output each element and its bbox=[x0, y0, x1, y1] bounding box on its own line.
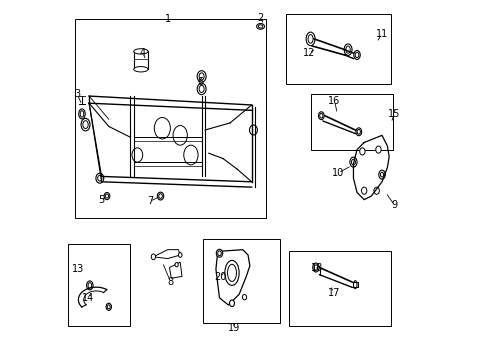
Ellipse shape bbox=[345, 46, 349, 53]
Ellipse shape bbox=[79, 109, 85, 119]
Text: 18: 18 bbox=[310, 262, 323, 273]
Ellipse shape bbox=[256, 23, 264, 29]
Bar bbox=[67, 244, 130, 327]
Ellipse shape bbox=[157, 192, 163, 200]
Ellipse shape bbox=[183, 145, 198, 165]
Text: 4: 4 bbox=[140, 48, 145, 58]
Ellipse shape bbox=[373, 187, 379, 194]
Ellipse shape bbox=[307, 35, 312, 43]
Ellipse shape bbox=[86, 281, 93, 290]
Ellipse shape bbox=[375, 146, 380, 153]
Ellipse shape bbox=[305, 32, 314, 46]
Ellipse shape bbox=[312, 263, 319, 272]
Ellipse shape bbox=[258, 25, 262, 28]
Text: 2: 2 bbox=[257, 13, 263, 23]
Text: 16: 16 bbox=[328, 96, 340, 106]
Ellipse shape bbox=[361, 187, 366, 194]
Text: 13: 13 bbox=[71, 264, 83, 274]
Ellipse shape bbox=[173, 126, 187, 145]
Ellipse shape bbox=[134, 67, 148, 72]
Bar bbox=[75, 19, 265, 217]
Ellipse shape bbox=[88, 283, 91, 288]
Ellipse shape bbox=[380, 172, 383, 177]
Ellipse shape bbox=[344, 44, 351, 55]
Ellipse shape bbox=[227, 264, 236, 282]
Bar bbox=[310, 94, 392, 150]
Ellipse shape bbox=[178, 253, 182, 257]
Ellipse shape bbox=[98, 175, 102, 181]
Text: 11: 11 bbox=[375, 28, 387, 39]
Ellipse shape bbox=[96, 173, 103, 183]
Ellipse shape bbox=[80, 111, 83, 117]
Ellipse shape bbox=[319, 113, 322, 118]
Ellipse shape bbox=[229, 300, 234, 306]
Ellipse shape bbox=[217, 251, 221, 256]
Ellipse shape bbox=[351, 159, 355, 165]
Text: 8: 8 bbox=[167, 277, 173, 287]
Ellipse shape bbox=[151, 254, 155, 260]
Polygon shape bbox=[169, 262, 182, 278]
Ellipse shape bbox=[354, 52, 358, 58]
Ellipse shape bbox=[105, 194, 108, 198]
Ellipse shape bbox=[81, 118, 90, 131]
Ellipse shape bbox=[356, 130, 360, 134]
Text: 14: 14 bbox=[82, 293, 94, 303]
Text: 20: 20 bbox=[214, 272, 226, 282]
Ellipse shape bbox=[199, 85, 203, 93]
Text: 15: 15 bbox=[387, 109, 400, 119]
Text: 7: 7 bbox=[146, 197, 153, 206]
Bar bbox=[134, 51, 148, 69]
Text: 3: 3 bbox=[74, 89, 80, 99]
Text: 1: 1 bbox=[164, 14, 170, 24]
Ellipse shape bbox=[242, 294, 246, 300]
Ellipse shape bbox=[159, 194, 162, 198]
Bar bbox=[285, 14, 390, 84]
Ellipse shape bbox=[313, 265, 317, 270]
Ellipse shape bbox=[353, 50, 360, 59]
Ellipse shape bbox=[216, 249, 222, 257]
Text: 12: 12 bbox=[302, 48, 314, 58]
Ellipse shape bbox=[197, 71, 205, 82]
Ellipse shape bbox=[249, 125, 257, 135]
Ellipse shape bbox=[104, 193, 110, 200]
Ellipse shape bbox=[355, 128, 361, 136]
Text: 10: 10 bbox=[331, 168, 344, 178]
Text: 9: 9 bbox=[391, 200, 397, 210]
Text: 19: 19 bbox=[227, 323, 240, 333]
Ellipse shape bbox=[107, 305, 110, 309]
Ellipse shape bbox=[197, 83, 205, 95]
Text: 17: 17 bbox=[327, 288, 339, 297]
Ellipse shape bbox=[353, 281, 356, 289]
Ellipse shape bbox=[134, 49, 148, 54]
Polygon shape bbox=[153, 249, 180, 258]
Polygon shape bbox=[216, 249, 249, 305]
Ellipse shape bbox=[82, 121, 88, 129]
Ellipse shape bbox=[318, 112, 324, 120]
Ellipse shape bbox=[199, 73, 203, 80]
Ellipse shape bbox=[132, 148, 142, 162]
Ellipse shape bbox=[378, 170, 385, 179]
Text: 6: 6 bbox=[198, 77, 203, 87]
Ellipse shape bbox=[349, 157, 356, 167]
Ellipse shape bbox=[154, 117, 170, 139]
Bar bbox=[203, 239, 280, 323]
Text: 5: 5 bbox=[98, 195, 104, 205]
Bar bbox=[288, 251, 390, 327]
Ellipse shape bbox=[224, 260, 239, 285]
Ellipse shape bbox=[106, 303, 111, 310]
Ellipse shape bbox=[175, 262, 178, 267]
Ellipse shape bbox=[359, 148, 365, 155]
